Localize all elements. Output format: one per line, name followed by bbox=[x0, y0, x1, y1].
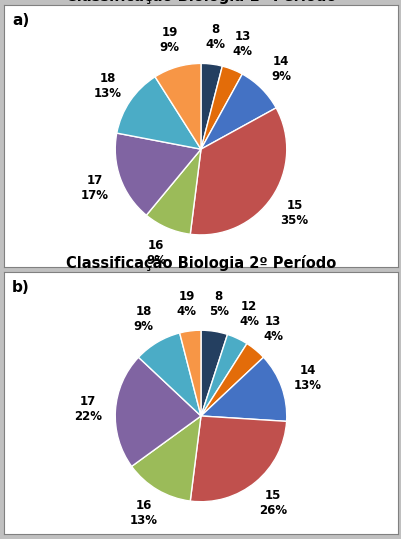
Text: 19
9%: 19 9% bbox=[159, 26, 179, 54]
Text: 17
17%: 17 17% bbox=[80, 174, 108, 202]
Wedge shape bbox=[116, 77, 200, 149]
Text: 16
9%: 16 9% bbox=[146, 239, 166, 267]
Text: 15
26%: 15 26% bbox=[258, 489, 286, 517]
Wedge shape bbox=[200, 334, 246, 416]
Wedge shape bbox=[200, 357, 286, 421]
Text: 13
4%: 13 4% bbox=[263, 315, 282, 343]
Wedge shape bbox=[200, 343, 263, 416]
Wedge shape bbox=[155, 64, 200, 149]
Text: 8
4%: 8 4% bbox=[205, 23, 225, 51]
Wedge shape bbox=[200, 330, 227, 416]
Text: 19
4%: 19 4% bbox=[176, 289, 196, 317]
Text: 18
13%: 18 13% bbox=[93, 72, 121, 100]
Text: b): b) bbox=[12, 280, 30, 295]
Text: 14
9%: 14 9% bbox=[270, 55, 290, 83]
Text: a): a) bbox=[12, 13, 29, 28]
Text: 18
9%: 18 9% bbox=[133, 305, 153, 333]
Title: Classificação Biologia 1º Período: Classificação Biologia 1º Período bbox=[66, 0, 335, 4]
Text: 8
5%: 8 5% bbox=[208, 290, 228, 318]
Text: 15
35%: 15 35% bbox=[280, 199, 308, 227]
Text: 17
22%: 17 22% bbox=[74, 395, 102, 423]
Wedge shape bbox=[200, 64, 222, 149]
Text: 14
13%: 14 13% bbox=[293, 364, 321, 392]
Wedge shape bbox=[190, 416, 286, 502]
Wedge shape bbox=[179, 330, 200, 416]
Text: 13
4%: 13 4% bbox=[232, 30, 252, 58]
Text: 12
4%: 12 4% bbox=[239, 300, 259, 328]
Wedge shape bbox=[190, 108, 286, 235]
Title: Classificação Biologia 2º Período: Classificação Biologia 2º Período bbox=[66, 255, 335, 271]
Wedge shape bbox=[146, 149, 200, 234]
Wedge shape bbox=[131, 416, 200, 501]
Wedge shape bbox=[200, 74, 275, 149]
Wedge shape bbox=[115, 357, 200, 466]
Wedge shape bbox=[115, 133, 200, 215]
Wedge shape bbox=[138, 333, 200, 416]
Text: 16
13%: 16 13% bbox=[129, 500, 157, 527]
Wedge shape bbox=[200, 66, 242, 149]
